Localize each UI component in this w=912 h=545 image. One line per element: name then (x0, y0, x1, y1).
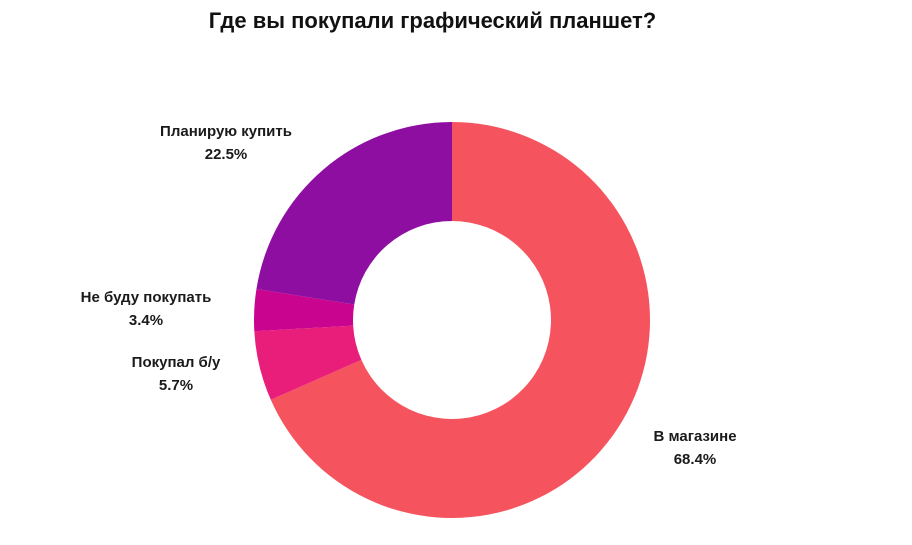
slice-label-in-store: В магазине 68.4% (653, 425, 736, 471)
slice-in-store (270, 122, 650, 518)
slice-used (254, 325, 362, 400)
slice-value-used: 5.7% (158, 377, 194, 394)
slice-name-in-store: В магазине (653, 428, 737, 445)
slice-will-not-buy (254, 289, 355, 332)
slice-value-plan-to-buy: 22.5% (204, 146, 248, 163)
slice-name-will-not-buy: Не буду покупать (80, 289, 212, 306)
slice-value-in-store: 68.4% (673, 451, 717, 468)
slice-label-will-not-buy: Не буду покупать 3.4% (81, 286, 212, 332)
slices-group (254, 122, 650, 518)
slice-name-plan-to-buy: Планирую купить (160, 123, 292, 140)
slice-name-used: Покупал б/у (131, 354, 221, 371)
slice-value-will-not-buy: 3.4% (128, 312, 164, 329)
chart-title: Где вы покупали графический планшет? (208, 8, 657, 33)
slice-label-used: Покупал б/у 5.7% (132, 351, 221, 397)
slice-plan-to-buy (256, 122, 452, 305)
slice-label-plan-to-buy: Планирую купить 22.5% (160, 120, 292, 166)
